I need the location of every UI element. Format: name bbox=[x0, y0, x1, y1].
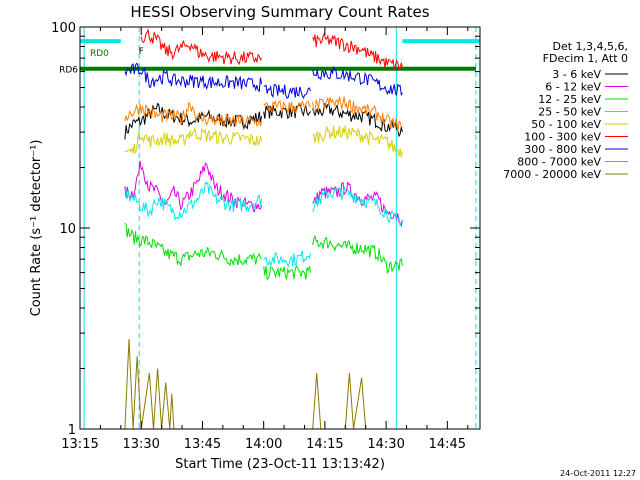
x-tick-label-4: 14:15 bbox=[306, 437, 343, 452]
legend-label-8: 7000 - 20000 keV bbox=[503, 168, 601, 181]
legend-label-1: 6 - 12 keV bbox=[545, 81, 601, 94]
y-axis-label: Count Rate (s⁻¹ detector⁻¹) bbox=[29, 140, 44, 317]
series-line-1-seg-1 bbox=[312, 181, 403, 228]
legend-label-3: 25 - 50 keV bbox=[538, 106, 601, 119]
series-line-0-seg-1 bbox=[263, 104, 311, 120]
series-line-2-seg-1 bbox=[263, 264, 312, 281]
legend-label-7: 800 - 7000 keV bbox=[517, 156, 601, 169]
state-marker-0: F bbox=[139, 47, 144, 57]
series-line-3-seg-1 bbox=[263, 250, 312, 268]
x-tick-label-1: 13:30 bbox=[122, 437, 159, 452]
series-line-6-seg-0 bbox=[124, 62, 263, 93]
x-tick-label-2: 13:45 bbox=[184, 437, 221, 452]
state-bar-label-rd6: RD6 bbox=[59, 66, 78, 76]
series-line-6-seg-2 bbox=[312, 66, 403, 97]
x-axis: 13:15 13:30 13:45 14:00 14:15 14:30 14:45 bbox=[61, 27, 469, 452]
series-line-0-seg-2 bbox=[312, 102, 403, 138]
data-series bbox=[124, 28, 403, 430]
series-line-4-seg-1 bbox=[312, 125, 403, 158]
x-axis-label: Start Time (23-Oct-11 13:13:42) bbox=[175, 457, 385, 472]
legend-header-1: FDecim 1, Att 0 bbox=[543, 52, 628, 65]
series-line-8-seg-1 bbox=[312, 372, 322, 430]
series-line-8-seg-2 bbox=[344, 372, 367, 430]
y-tick-label-0: 1 bbox=[68, 423, 76, 438]
x-tick-label-6: 14:45 bbox=[429, 437, 466, 452]
y-tick-label-1: 10 bbox=[59, 222, 76, 237]
legend: Det 1,3,4,5,6,FDecim 1, Att 0 3 - 6 keV6 … bbox=[503, 40, 628, 181]
series-line-5-seg-0 bbox=[140, 28, 263, 66]
legend-label-0: 3 - 6 keV bbox=[552, 68, 601, 81]
series-line-5-seg-1 bbox=[312, 32, 403, 71]
chart-title: HESSI Observing Summary Count Rates bbox=[130, 3, 429, 21]
series-line-2-seg-2 bbox=[312, 234, 403, 274]
series-line-7-seg-1 bbox=[263, 99, 311, 115]
series-line-6-seg-1 bbox=[263, 84, 312, 100]
series-line-3-seg-0 bbox=[124, 181, 263, 221]
state-bars: RD0 RD6 F bbox=[59, 39, 480, 76]
footer-timestamp: 24-Oct-2011 12:27 bbox=[560, 469, 636, 478]
legend-label-2: 12 - 25 keV bbox=[538, 93, 601, 106]
vertical-markers bbox=[83, 27, 477, 429]
state-bar-label-rd0: RD0 bbox=[90, 49, 109, 59]
legend-header-0: Det 1,3,4,5,6, bbox=[552, 40, 628, 53]
x-tick-label-0: 13:15 bbox=[61, 437, 98, 452]
y-tick-label-2: 100 bbox=[51, 21, 76, 36]
series-line-8-seg-0 bbox=[124, 339, 175, 430]
x-tick-label-3: 14:00 bbox=[245, 437, 282, 452]
series-line-3-seg-2 bbox=[312, 186, 403, 227]
series-line-2-seg-0 bbox=[124, 222, 262, 268]
legend-label-6: 300 - 800 keV bbox=[524, 143, 601, 156]
plot-frame bbox=[79, 26, 481, 430]
legend-label-5: 100 - 300 keV bbox=[524, 131, 601, 144]
y-axis: 1 10 100 bbox=[51, 21, 480, 438]
series-line-7-seg-0 bbox=[124, 101, 263, 128]
x-tick-label-5: 14:30 bbox=[367, 437, 404, 452]
series-line-1-seg-0 bbox=[124, 160, 263, 213]
legend-label-4: 50 - 100 keV bbox=[531, 118, 601, 131]
series-line-7-seg-2 bbox=[312, 96, 403, 132]
series-line-4-seg-0 bbox=[124, 126, 263, 154]
